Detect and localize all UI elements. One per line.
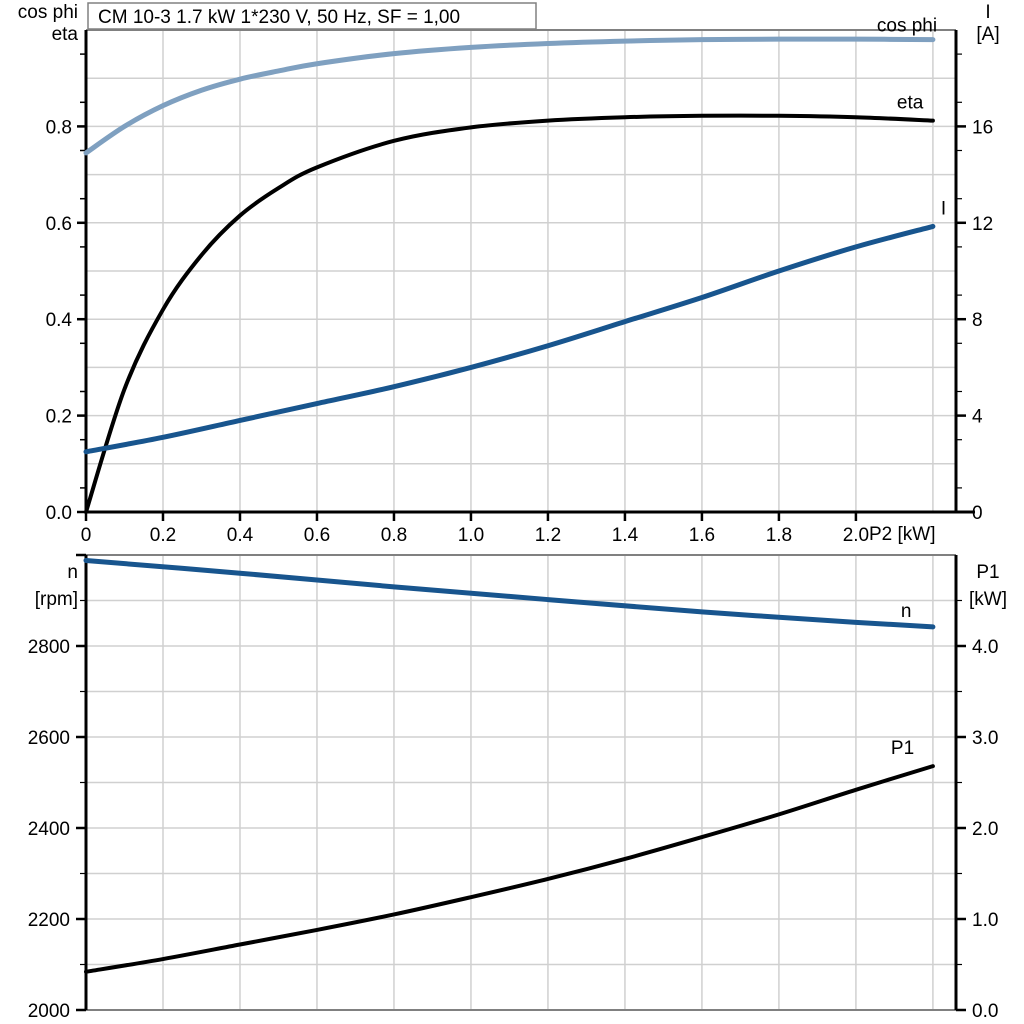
top-chart: 0.0 0.2 0.4 0.6 0.8 0 4 8 12 16 0 0.2 0.4 0.6 0.8 1.0… xyxy=(18,2,1000,546)
bottom-right-tick-label: 3.0 xyxy=(972,728,998,749)
top-left-tick-label: 0.0 xyxy=(46,503,72,524)
bottom-right-axis-tick-labels: 0.0 1.0 2.0 3.0 4.0 xyxy=(972,637,998,1022)
bottom-right-axis-title-line1: P1 xyxy=(976,562,999,583)
top-right-tick-label: 0 xyxy=(972,503,983,524)
top-right-axis-title-line2: [A] xyxy=(976,24,999,45)
bottom-left-axis-tick-labels: 2000 2200 2400 2600 2800 xyxy=(28,637,70,1022)
top-left-axis-ticks xyxy=(77,53,86,514)
top-right-axis-ticks xyxy=(956,53,966,514)
top-left-tick-label: 0.8 xyxy=(46,117,72,138)
top-x-tick-label: 0 xyxy=(81,525,92,546)
power-curve-label: P1 xyxy=(891,738,914,759)
eta-curve xyxy=(84,113,935,514)
top-right-tick-label: 8 xyxy=(972,310,983,331)
top-x-axis-title: P2 [kW] xyxy=(869,524,936,545)
power-curve xyxy=(84,764,935,974)
bottom-left-tick-label: 2200 xyxy=(28,910,70,931)
top-left-axis-title-line1: cos phi xyxy=(18,2,78,23)
eta-curve-label: eta xyxy=(897,93,924,114)
current-curve xyxy=(83,223,936,455)
bottom-right-tick-label: 4.0 xyxy=(972,637,998,658)
top-x-tick-label: 1.2 xyxy=(535,525,561,546)
bottom-left-axis-ticks xyxy=(76,553,86,1012)
chart-title: CM 10-3 1.7 kW 1*230 V, 50 Hz, SF = 1,00 xyxy=(98,7,460,28)
title-box xyxy=(87,2,537,30)
top-x-tick-label: 0.8 xyxy=(381,525,407,546)
bottom-right-axis-ticks xyxy=(956,599,966,1012)
top-right-axis-title-line1: I xyxy=(985,2,990,23)
top-x-axis-tick-labels: 0 0.2 0.4 0.6 0.8 1.0 1.2 1.4 1.6 1.8 2.0 xyxy=(81,525,869,546)
top-right-tick-label: 16 xyxy=(972,117,993,138)
top-right-tick-label: 12 xyxy=(972,214,993,235)
bottom-left-axis-title-line2: [rpm] xyxy=(35,589,78,610)
speed-curve-label: n xyxy=(901,601,912,622)
top-right-axis-tick-labels: 0 4 8 12 16 xyxy=(972,117,993,524)
top-left-axis-title-line2: eta xyxy=(52,24,79,45)
bottom-left-tick-label: 2400 xyxy=(28,819,70,840)
top-x-tick-label: 2.0 xyxy=(843,525,869,546)
top-x-tick-label: 1.6 xyxy=(689,525,715,546)
bottom-left-tick-label: 2000 xyxy=(28,1001,70,1022)
top-left-axis-tick-labels: 0.0 0.2 0.4 0.6 0.8 xyxy=(46,117,73,524)
bottom-right-axis-title-line2: [kW] xyxy=(969,589,1007,610)
speed-curve xyxy=(83,557,936,630)
bottom-left-tick-label: 2600 xyxy=(28,728,70,749)
top-x-tick-label: 0.2 xyxy=(150,525,176,546)
cos-phi-curve xyxy=(83,36,936,156)
top-x-tick-label: 0.4 xyxy=(227,525,254,546)
top-x-tick-label: 1.8 xyxy=(766,525,792,546)
current-curve-label: I xyxy=(941,198,946,219)
top-left-tick-label: 0.2 xyxy=(46,407,72,428)
bottom-chart: 2000 2200 2400 2600 2800 0.0 1.0 2.0 3.0 4.0 n [… xyxy=(28,553,1007,1022)
bottom-left-axis-title-line1: n xyxy=(67,562,78,583)
top-x-tick-label: 1.4 xyxy=(612,525,639,546)
bottom-right-tick-label: 2.0 xyxy=(972,819,998,840)
cos-phi-curve-label: cos phi xyxy=(877,16,937,37)
top-left-tick-label: 0.6 xyxy=(46,214,72,235)
top-x-tick-label: 1.0 xyxy=(458,525,484,546)
bottom-right-tick-label: 0.0 xyxy=(972,1001,998,1022)
top-left-tick-label: 0.4 xyxy=(46,310,73,331)
top-right-tick-label: 4 xyxy=(972,407,983,428)
bottom-right-tick-label: 1.0 xyxy=(972,910,998,931)
top-x-tick-label: 0.6 xyxy=(304,525,330,546)
bottom-left-tick-label: 2800 xyxy=(28,637,70,658)
top-x-axis-ticks xyxy=(84,512,858,521)
